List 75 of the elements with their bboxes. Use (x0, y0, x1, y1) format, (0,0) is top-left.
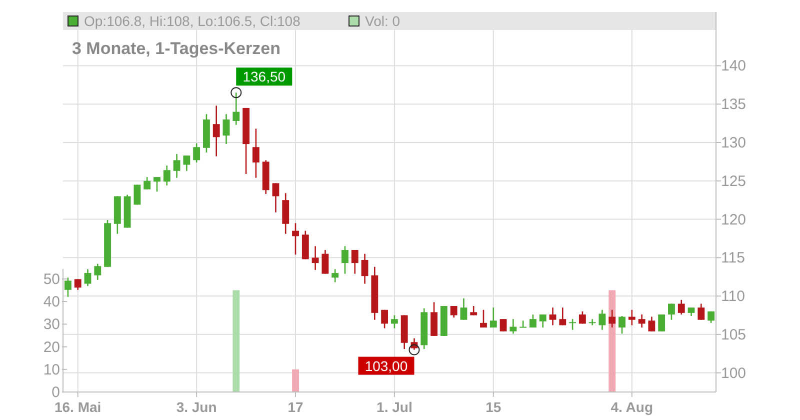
candlestick (460, 298, 468, 320)
candlestick (638, 314, 646, 328)
candlestick (163, 164, 170, 186)
y2-tick-label: 50 (43, 270, 60, 288)
candlestick (381, 309, 388, 329)
candlestick (648, 316, 656, 332)
candlestick (332, 268, 339, 283)
x-tick-label: 4. Aug (610, 399, 654, 415)
y-tick-label: 120 (721, 211, 746, 228)
y-tick-label: 100 (721, 364, 746, 382)
candlestick (500, 318, 507, 332)
y-tick-label: 135 (721, 96, 746, 114)
candlestick (430, 302, 438, 337)
candlestick (193, 142, 200, 164)
candlestick (490, 306, 497, 328)
candlestick (678, 299, 685, 316)
candlestick (578, 310, 586, 324)
y-tick-label: 115 (721, 250, 745, 267)
candlestick (588, 318, 596, 326)
x-tick-label: 3. Jun (176, 399, 217, 415)
x-tick-label: 15 (486, 399, 502, 415)
annotation: 103,00 (364, 358, 408, 374)
candlestick (569, 318, 576, 330)
candlestick (222, 113, 230, 145)
y2-tick-label: 30 (43, 316, 60, 334)
annotation: Op:106.8, Hi:108, Lo:106.5, Cl:108 (84, 13, 301, 29)
y-tick-label: 125 (721, 172, 746, 190)
candlestick (322, 249, 329, 274)
candlestick (608, 309, 616, 328)
annotation: Vol: 0 (365, 13, 400, 29)
text: 3 Monate, 1-Tages-Kerzen (72, 39, 280, 58)
candlestick (658, 314, 666, 332)
candlestick (351, 249, 358, 274)
candlestick (272, 182, 280, 214)
candlestick (668, 303, 675, 320)
candlestick (282, 192, 290, 235)
candlestick (450, 305, 458, 318)
candlestick (154, 176, 160, 192)
candlestick (134, 184, 141, 206)
candlestick (530, 314, 536, 328)
candlestick (598, 309, 606, 330)
candlestick (559, 306, 566, 326)
y2-tick-label: 0 (52, 384, 60, 401)
x-tick-label: 16. Mai (54, 399, 102, 415)
candlestick (173, 153, 180, 178)
y2-tick-label: 10 (43, 361, 60, 378)
y-tick-label: 140 (721, 58, 746, 75)
candlestick (549, 306, 556, 326)
y2-tick-label: 40 (43, 294, 60, 311)
candlestick (480, 309, 487, 328)
candlestick (628, 309, 636, 326)
candlestick (312, 245, 319, 271)
y2-tick-label: 20 (43, 338, 60, 356)
candlestick (292, 222, 299, 256)
candlestick (539, 314, 546, 328)
candlestick (252, 128, 260, 178)
candlestick (361, 253, 368, 284)
candlestick (144, 176, 151, 190)
candlestick (183, 154, 190, 172)
candlestick (74, 278, 82, 291)
candlestick (698, 303, 705, 320)
candlestick (94, 263, 102, 281)
candlestick (232, 92, 240, 126)
candlestick (212, 105, 220, 157)
candlestick (390, 314, 398, 329)
y-tick-label: 110 (721, 288, 745, 306)
y-tick-label: 105 (721, 326, 746, 344)
candlestick (510, 318, 517, 334)
y-tick-label: 130 (721, 134, 746, 152)
x-tick-label: 17 (288, 399, 304, 415)
annotation: 136,50 (242, 68, 286, 85)
candlestick (618, 315, 626, 334)
candlestick (342, 245, 348, 274)
candlestick (84, 268, 92, 287)
x-tick-label: 1. Jul (376, 399, 412, 415)
